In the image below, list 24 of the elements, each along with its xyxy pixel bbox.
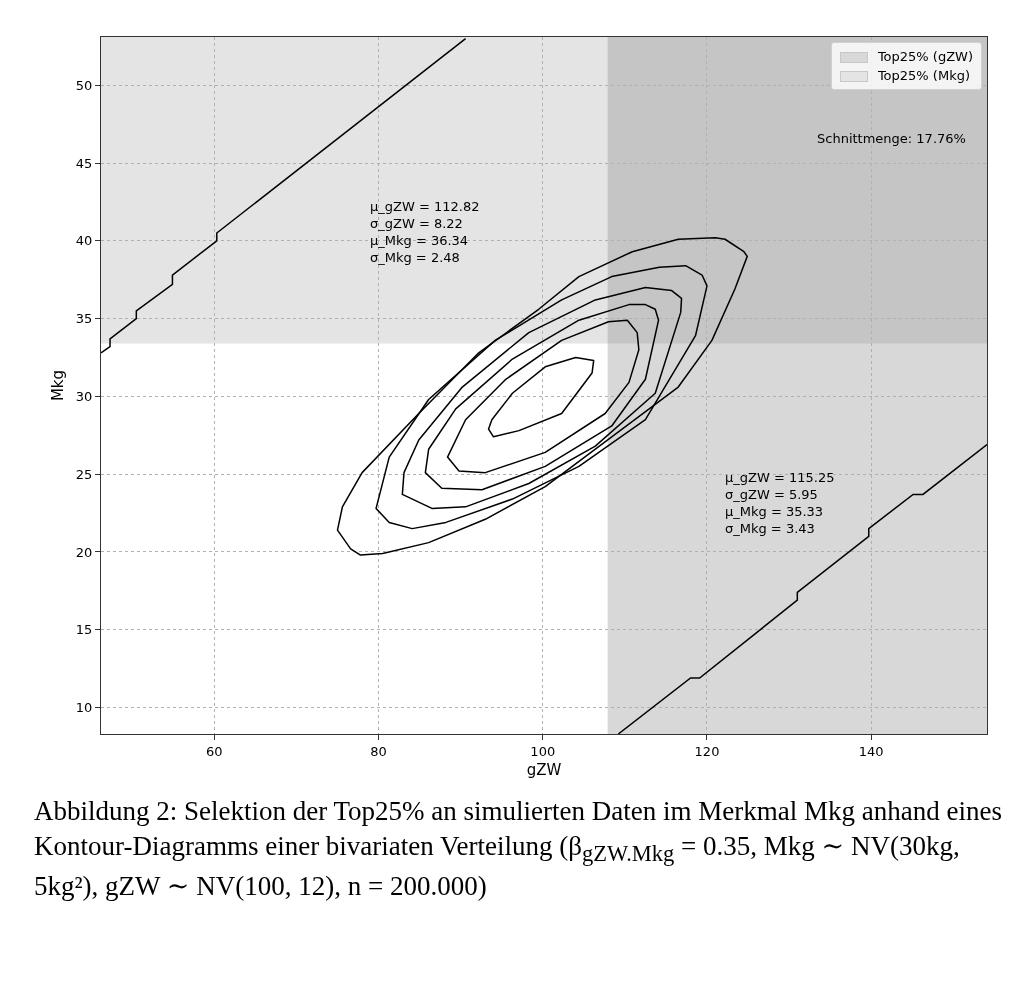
- x-tick-label: 100: [530, 743, 556, 759]
- y-axis-title: Mkg: [49, 369, 68, 402]
- x-tick-label: 80: [370, 743, 387, 759]
- y-tick-label: 15: [75, 622, 93, 638]
- y-tick-label: 50: [75, 77, 93, 93]
- annotation: Schnittmenge: 17.76%: [817, 131, 966, 146]
- annotation: μ_gZW = 115.25 σ_gZW = 5.95 μ_Mkg = 35.33 σ_Mkg = 3.43: [725, 470, 835, 536]
- x-tick-label: 60: [206, 743, 223, 759]
- y-tick-label: 40: [75, 233, 93, 249]
- y-tick-label: 45: [75, 155, 93, 171]
- legend-box: Top25% (gZW) Top25% (Mkg): [830, 42, 982, 90]
- y-tick-label: 20: [75, 544, 93, 560]
- band-label: Top25% (gZW): [877, 49, 973, 64]
- line-series: [617, 443, 987, 734]
- y-tick-label: 35: [75, 311, 93, 327]
- y-tick-label: 10: [75, 700, 93, 716]
- band-label: Top25% (Mkg): [877, 68, 970, 83]
- x-tick-label: 120: [694, 743, 720, 759]
- y-tick-label: 25: [75, 466, 93, 482]
- text: Abbildung 2: Selektion der Top25% an simulierten Daten im Merkmal Mkg anhand eines Kontour-Diagramms einer bivariaten Verteilung (β$_{gZW.Mkg}$ = 0.35, Mkg ∼ NV(30kg, 5kg²), gZW ∼ NV(100, 12), n = 200.000): [34, 796, 1002, 901]
- x-tick-label: 140: [858, 743, 884, 759]
- y-tick-label: 30: [75, 388, 93, 404]
- annotation: μ_gZW = 112.82 σ_gZW = 8.22 μ_Mkg = 36.34 σ_Mkg = 2.48: [370, 199, 480, 265]
- x-axis-title: gZW: [526, 760, 562, 779]
